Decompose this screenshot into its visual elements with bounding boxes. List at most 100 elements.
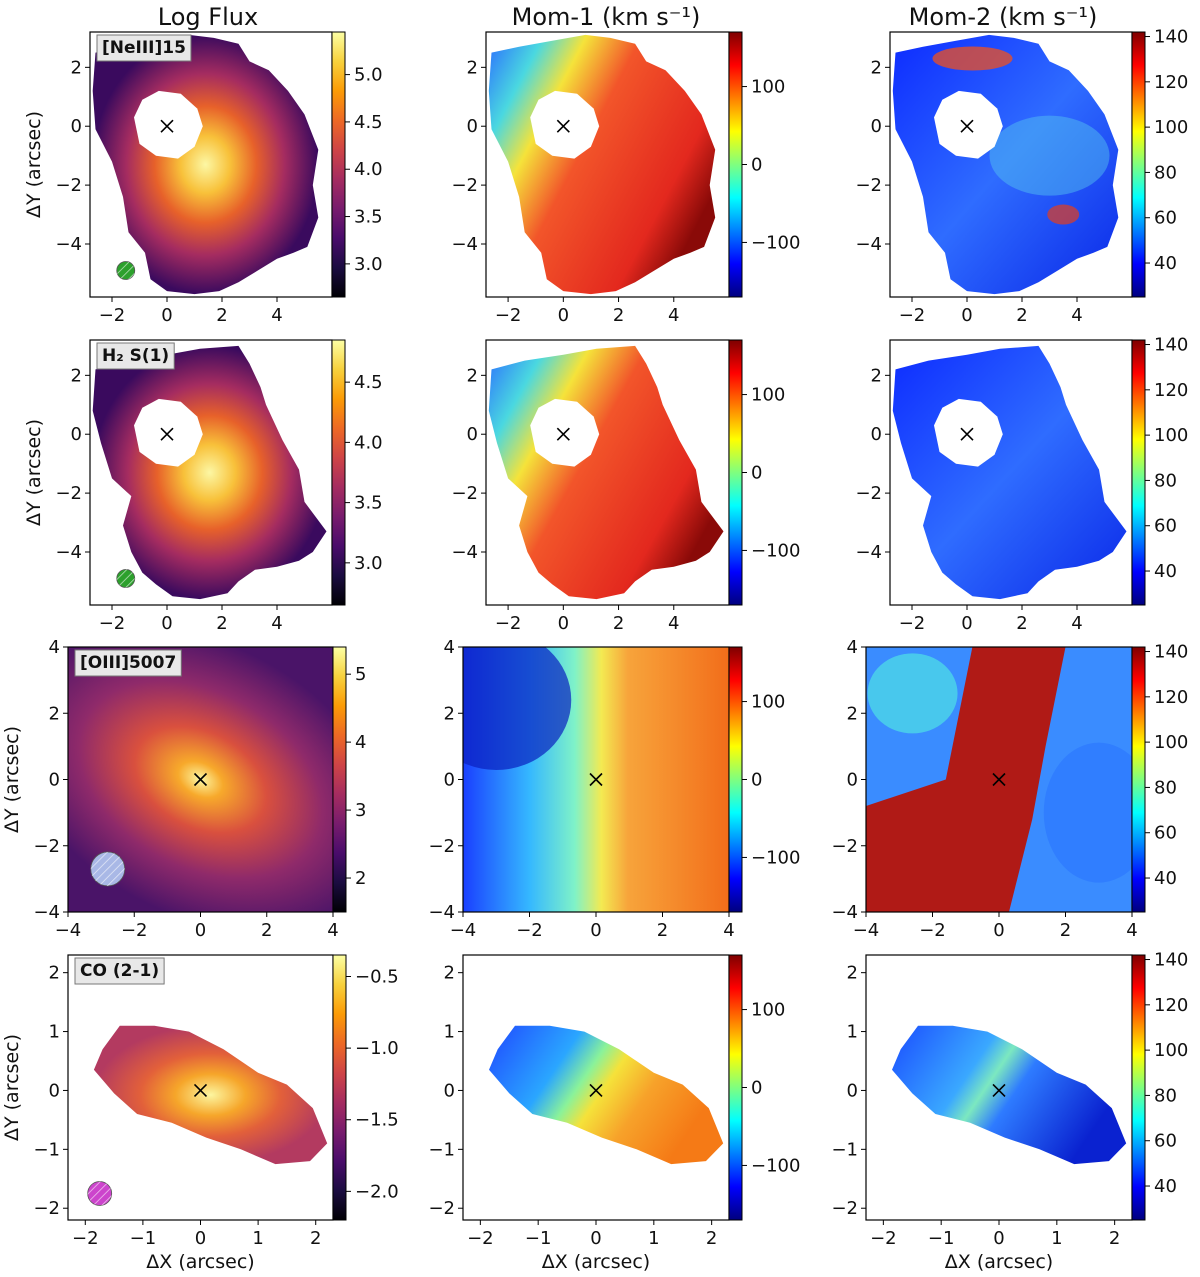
colorbar-mom2: 40 60 80 100 120 140: [1131, 950, 1188, 1221]
y-tick-label: 2: [71, 365, 82, 386]
colorbar-gradient: [728, 954, 743, 1221]
colorbar-tick-label: 120: [1154, 687, 1188, 708]
y-tick-label: −2: [55, 483, 82, 504]
colorbar-tick-label: 60: [1154, 516, 1177, 537]
colorbar-tick-label: 4.0: [354, 432, 383, 453]
y-tick-label: 2: [871, 365, 882, 386]
nucleus-marker-icon: [160, 427, 174, 441]
colorbar-tick-label: −100: [751, 540, 800, 561]
nucleus-marker-icon: [992, 1083, 1006, 1098]
colorbar-tick-label: 140: [1154, 335, 1188, 356]
y-tick-label: −2: [831, 836, 858, 857]
map-image: [92, 345, 327, 600]
colorbar-tick-label: 5: [355, 664, 366, 685]
colorbar-tick-label: 80: [1154, 470, 1177, 491]
beam-hatch-icon: [87, 1181, 112, 1206]
nucleus-marker-icon: [589, 772, 603, 787]
x-tick-label: 2: [1016, 613, 1027, 634]
y-tick-label: 2: [49, 703, 60, 724]
colorbar-tick-label: 100: [751, 1000, 785, 1021]
colorbar-tick-label: 80: [1154, 777, 1177, 798]
panel-r2-mom2: −2 0 2 4 −4 −2 0 2 40 60 80 100 120 140: [855, 335, 1188, 634]
y-tick-label: 0: [871, 424, 882, 445]
x-tick-label: 1: [1051, 1228, 1062, 1249]
colorbar-tick-label: 0: [751, 155, 762, 176]
y-tick-label: −2: [451, 175, 478, 196]
y-tick-label: 4: [49, 637, 60, 658]
x-tick-label: −2: [495, 613, 522, 634]
y-tick-label: 2: [467, 365, 478, 386]
x-tick-label: 0: [961, 613, 972, 634]
dispersion-patch-high: [932, 46, 1013, 71]
x-tick-label: 2: [261, 920, 272, 941]
x-tick-label: 4: [327, 920, 338, 941]
emission-region: [92, 345, 327, 600]
colorbar-tick-label: 100: [1154, 117, 1188, 138]
panel-r2-flux: −2 0 2 4 −4 −2 0 2 ΔY (arcsec) H₂ S(1) 3.0 3.5 4.0 4.…: [23, 339, 383, 634]
line-label: [OIII]5007: [74, 649, 182, 677]
colorbar-tick-label: 0: [751, 463, 762, 484]
panel-r3-mom1: −4 −2 0 2 4 −4 −2 0 2 4 −100 0 100: [428, 637, 800, 941]
x-tick-label: 0: [161, 613, 172, 634]
colorbar-tick-label: 100: [1154, 425, 1188, 446]
column-title-mom2: Mom-2 (km s⁻¹): [909, 3, 1098, 31]
map-image: [489, 1025, 724, 1165]
x-tick-label: 4: [1071, 305, 1082, 326]
column-title-mom1: Mom-1 (km s⁻¹): [512, 3, 701, 31]
y-tick-label: 0: [847, 1080, 858, 1101]
colorbar-tick-label: 3.0: [354, 254, 383, 275]
colorbar-tick-label: 3.5: [354, 207, 383, 228]
y-tick-label: −4: [451, 542, 478, 563]
colorbar-tick-label: 100: [1154, 1040, 1188, 1061]
x-tick-label: 2: [216, 613, 227, 634]
map-image: [892, 1025, 1127, 1165]
x-tick-label: −1: [525, 1228, 552, 1249]
colorbar-tick-label: 3.0: [354, 553, 383, 574]
nucleus-marker-icon: [193, 1083, 208, 1098]
colorbar-flux: 3.0 3.5 4.0 4.5: [331, 339, 383, 606]
beam-hatch-icon: [116, 569, 135, 588]
colorbar-tick-label: 120: [1154, 995, 1188, 1016]
y-tick-label: −4: [855, 234, 882, 255]
x-tick-label: 4: [1126, 920, 1137, 941]
y-tick-label: −4: [831, 902, 858, 923]
y-tick-label: 0: [444, 1080, 455, 1101]
line-label-text: H₂ S(1): [102, 346, 169, 366]
colorbar-tick-label: 4: [355, 732, 366, 753]
column-title-flux: Log Flux: [158, 3, 258, 31]
colorbar-tick-label: 140: [1154, 642, 1188, 663]
colorbar-tick-label: 60: [1154, 208, 1177, 229]
y-tick-label: 2: [444, 703, 455, 724]
nucleus-marker-icon: [556, 427, 570, 441]
line-label: [NeIII]15: [96, 34, 192, 62]
line-label: H₂ S(1): [96, 342, 175, 370]
y-tick-label: −1: [33, 1139, 60, 1160]
nucleus-marker-icon: [992, 772, 1006, 787]
colorbar-mom2: 40 60 80 100 120 140: [1131, 27, 1188, 298]
map-image: [488, 34, 716, 295]
colorbar-tick-label: 3.5: [354, 493, 383, 514]
x-tick-label: 2: [706, 1228, 717, 1249]
x-tick-label: −1: [928, 1228, 955, 1249]
colorbar-gradient: [1131, 646, 1146, 913]
y-tick-label: −4: [451, 234, 478, 255]
colorbar-tick-label: −2.0: [355, 1181, 399, 1202]
colorbar-tick-label: 100: [1154, 732, 1188, 753]
x-tick-label: −2: [72, 1228, 99, 1249]
x-tick-label: 4: [668, 613, 679, 634]
colorbar-mom1: −100 0 100: [728, 646, 800, 913]
x-tick-label: 0: [590, 920, 601, 941]
x-tick-label: 0: [993, 1228, 1004, 1249]
colorbar-tick-label: 60: [1154, 1131, 1177, 1152]
y-tick-label: 0: [871, 116, 882, 137]
x-tick-label: 0: [558, 613, 569, 634]
colorbar-tick-label: 5.0: [354, 65, 383, 86]
x-axis-label: ΔX (arcsec): [945, 1251, 1053, 1273]
colorbar-tick-label: 80: [1154, 1085, 1177, 1106]
beam-hatch-icon: [90, 851, 125, 886]
colorbar-tick-label: 140: [1154, 27, 1188, 48]
x-tick-label: −2: [495, 305, 522, 326]
y-tick-label: 4: [847, 637, 858, 658]
colorbar-tick-label: 4.5: [354, 372, 383, 393]
colorbar-tick-label: 60: [1154, 823, 1177, 844]
